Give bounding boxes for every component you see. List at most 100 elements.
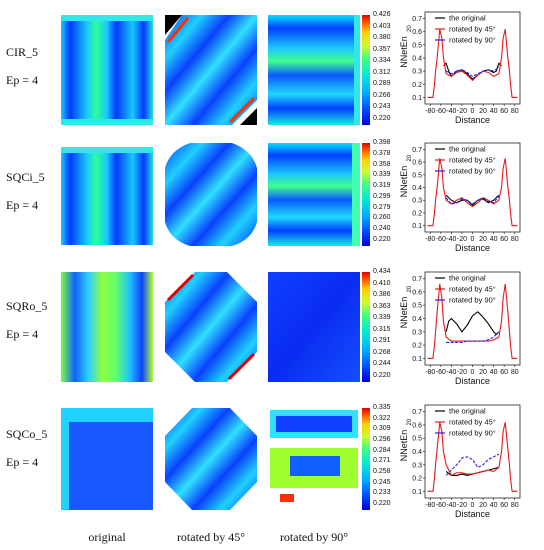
- colorbar: [362, 408, 370, 510]
- colorbar-tick-label: 0.220: [373, 500, 391, 507]
- colorbar-tick-label: 0.315: [373, 325, 391, 333]
- x-tick-label: 60: [500, 369, 508, 376]
- y-axis-label-subscript: 20: [407, 285, 413, 292]
- label-rotated-90: rotated by 90°: [279, 530, 349, 544]
- y-tick-label: 0.2: [412, 82, 422, 89]
- y-tick-label: 0.3: [412, 462, 422, 469]
- x-tick-label: 80: [511, 502, 519, 509]
- colorbar-tick-label: 0.386: [373, 291, 391, 299]
- series-line: [427, 28, 518, 98]
- colorbar-tick-label: 0.312: [373, 68, 391, 76]
- x-tick-label: 0: [471, 236, 475, 243]
- heatmap-rotated-45: [165, 408, 257, 510]
- x-tick-label: 0: [471, 502, 475, 509]
- colorbar-tick-label: 0.284: [373, 446, 391, 454]
- colorbar-tick-label: 0.258: [373, 468, 391, 475]
- row-label-ep: Ep = 4: [6, 455, 39, 469]
- colorbar-tick-label: 0.378: [373, 149, 391, 157]
- legend-entry: rotated by 45°: [449, 25, 496, 34]
- colorbar-tick-label: 0.240: [373, 225, 391, 233]
- heatmap-rotated-45: [165, 272, 257, 382]
- heatmap-rotated-45: [165, 143, 257, 246]
- series-line: [427, 158, 518, 227]
- x-tick-label: 60: [500, 502, 508, 509]
- colorbar-tick-label: 0.434: [373, 268, 391, 275]
- y-axis-label: NNetEn: [399, 166, 409, 198]
- y-tick-label: 0.4: [412, 56, 422, 63]
- x-tick-label: 20: [479, 369, 487, 376]
- legend-entry: rotated by 90°: [449, 36, 496, 45]
- y-tick-label: 0.4: [412, 449, 422, 456]
- legend-entry: the original: [449, 145, 486, 154]
- colorbar-tick-label: 0.398: [373, 139, 391, 146]
- y-tick-label: 0.3: [412, 69, 422, 76]
- x-tick-label: 80: [511, 369, 519, 376]
- x-tick-label: 40: [490, 502, 498, 509]
- heatmap-rotated-45: [165, 15, 257, 125]
- colorbar-tick-label: 0.358: [373, 160, 391, 168]
- y-tick-label: 0.6: [412, 160, 422, 167]
- x-tick-label: -40: [446, 108, 456, 115]
- heatmap-rotated-90: [268, 408, 360, 510]
- y-tick-label: 0.5: [412, 303, 422, 310]
- y-tick-label: 0.6: [412, 289, 422, 296]
- colorbar: [362, 272, 370, 382]
- x-tick-label: -60: [436, 502, 446, 509]
- colorbar-tick-label: 0.279: [373, 203, 391, 211]
- heatmap-rotated-90: [268, 272, 360, 382]
- colorbar-tick-label: 0.339: [373, 314, 391, 322]
- x-axis-label: Distance: [455, 243, 490, 253]
- row-label-ep: Ep = 4: [6, 73, 39, 87]
- legend-entry: the original: [449, 407, 486, 416]
- heatmap-original: [61, 147, 153, 245]
- x-tick-label: 20: [479, 502, 487, 509]
- x-tick-label: -60: [436, 369, 446, 376]
- y-axis-label: NNetEn: [399, 430, 409, 462]
- colorbar: [362, 15, 370, 125]
- x-tick-label: -80: [425, 502, 435, 509]
- x-tick-label: -40: [446, 369, 456, 376]
- y-tick-label: 0.4: [412, 185, 422, 192]
- y-tick-label: 0.6: [412, 29, 422, 36]
- heatmap-original: [61, 272, 153, 382]
- y-tick-label: 0.1: [412, 356, 422, 363]
- colorbar-tick-label: 0.335: [373, 404, 391, 411]
- y-tick-label: 0.2: [412, 343, 422, 350]
- heatmap-original: [61, 15, 153, 125]
- legend-entry: rotated by 90°: [449, 167, 496, 176]
- legend-entry: the original: [449, 14, 486, 23]
- x-tick-label: -60: [436, 108, 446, 115]
- x-tick-label: 40: [490, 369, 498, 376]
- colorbar-tick-label: 0.380: [373, 34, 391, 42]
- series-line: [445, 453, 500, 476]
- x-tick-label: -20: [457, 502, 467, 509]
- x-tick-label: 40: [490, 236, 498, 243]
- colorbar-tick-label: 0.363: [373, 302, 391, 310]
- x-tick-label: 60: [500, 108, 508, 115]
- x-tick-label: 0: [471, 108, 475, 115]
- y-tick-label: 0.5: [412, 42, 422, 49]
- colorbar-tick-label: 0.410: [373, 279, 391, 287]
- heatmap-original: [61, 408, 153, 510]
- y-tick-label: 0.3: [412, 329, 422, 336]
- colorbar-tick-label: 0.309: [373, 425, 391, 433]
- colorbar-tick-label: 0.220: [373, 115, 391, 122]
- label-original: original: [88, 530, 126, 544]
- colorbar-tick-label: 0.319: [373, 182, 391, 190]
- y-tick-label: 0.1: [412, 95, 422, 102]
- x-tick-label: 60: [500, 236, 508, 243]
- legend-entry: rotated by 45°: [449, 156, 496, 165]
- colorbar-tick-label: 0.220: [373, 236, 391, 243]
- x-tick-label: 40: [490, 108, 498, 115]
- y-axis-label-subscript: 20: [407, 25, 413, 32]
- y-tick-label: 0.5: [412, 172, 422, 179]
- legend-entry: rotated by 45°: [449, 285, 496, 294]
- colorbar-tick-label: 0.403: [373, 22, 391, 30]
- colorbar-tick-label: 0.268: [373, 348, 391, 356]
- colorbar-tick-label: 0.266: [373, 91, 391, 99]
- series-line: [445, 311, 500, 336]
- row-label-ep: Ep = 4: [6, 327, 39, 341]
- x-axis-label: Distance: [455, 376, 490, 386]
- x-axis-label: Distance: [455, 115, 490, 125]
- x-tick-label: 20: [479, 108, 487, 115]
